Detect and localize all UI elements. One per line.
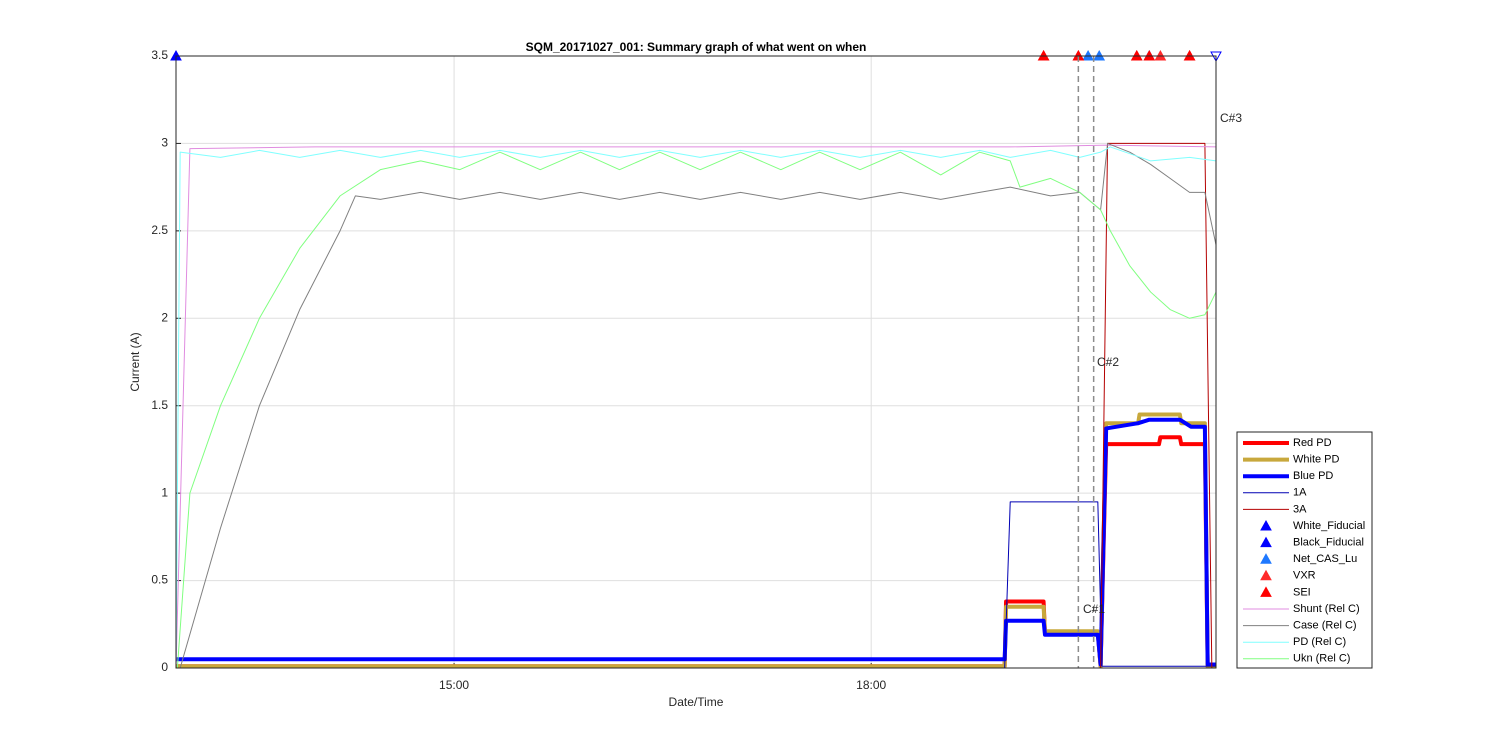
legend-label: Shunt (Rel C) <box>1293 603 1360 615</box>
x-tick-label: 18:00 <box>856 678 886 692</box>
plot-marks: C#1 C#2 C#3 <box>170 49 1242 669</box>
series-line <box>176 151 1217 669</box>
legend-label: PD (Rel C) <box>1293 636 1346 648</box>
legend-label: White_Fiducial <box>1293 520 1365 532</box>
legend-label: VXR <box>1293 570 1316 582</box>
series-line <box>176 412 1216 669</box>
legend-box <box>1236 431 1373 669</box>
y-tick-label: 0.5 <box>151 573 168 587</box>
legend-marker <box>1260 519 1272 531</box>
legend-label: Case (Rel C) <box>1293 620 1357 632</box>
y-tick-label: 2 <box>161 310 168 324</box>
chart-title: SQM_20171027_001: Summary graph of what … <box>526 40 867 54</box>
grid: 0 0.5 1 1.5 2 2.5 3 3.5 15:00 18:00 <box>151 48 1216 692</box>
legend-label: Ukn (Rel C) <box>1293 653 1350 665</box>
legend-marker <box>1260 586 1272 597</box>
plot-area <box>176 56 1216 668</box>
legend-label: Red PD <box>1293 437 1332 449</box>
series-line <box>176 417 1216 667</box>
x-axis-label: Date/Time <box>669 695 724 709</box>
x-tick-label: 15:00 <box>439 678 469 692</box>
legend-marker <box>1260 569 1272 581</box>
legend-marker <box>1260 536 1272 548</box>
legend-label: White PD <box>1293 454 1340 466</box>
y-tick-label: 3 <box>161 136 168 150</box>
legend-label: Blue PD <box>1293 470 1333 482</box>
series-line <box>175 144 1217 669</box>
annotation: C#1 <box>1083 602 1105 616</box>
legend-label: Black_Fiducial <box>1293 537 1364 549</box>
y-tick-label: 2.5 <box>151 223 168 237</box>
y-tick-label: 0 <box>161 660 168 674</box>
y-tick-label: 3.5 <box>151 48 168 62</box>
annotation: C#3 <box>1220 111 1242 125</box>
y-axis-label: Current (A) <box>128 332 142 391</box>
legend-label: 1A <box>1293 487 1307 499</box>
y-tick-label: 1.5 <box>151 398 168 412</box>
legend: Red PD White PD Blue PD 1A 3A White_Fiducial B… <box>1236 431 1373 669</box>
annotation: C#2 <box>1097 355 1119 369</box>
legend-label: SEI <box>1293 586 1311 598</box>
y-tick-label: 1 <box>161 485 168 499</box>
axes-box <box>175 55 1217 669</box>
legend-marker <box>1260 553 1272 564</box>
series-line <box>175 146 1217 669</box>
legend-label: 3A <box>1293 503 1307 515</box>
legend-label: Net_CAS_Lu <box>1293 553 1357 565</box>
series-line <box>179 142 1217 669</box>
